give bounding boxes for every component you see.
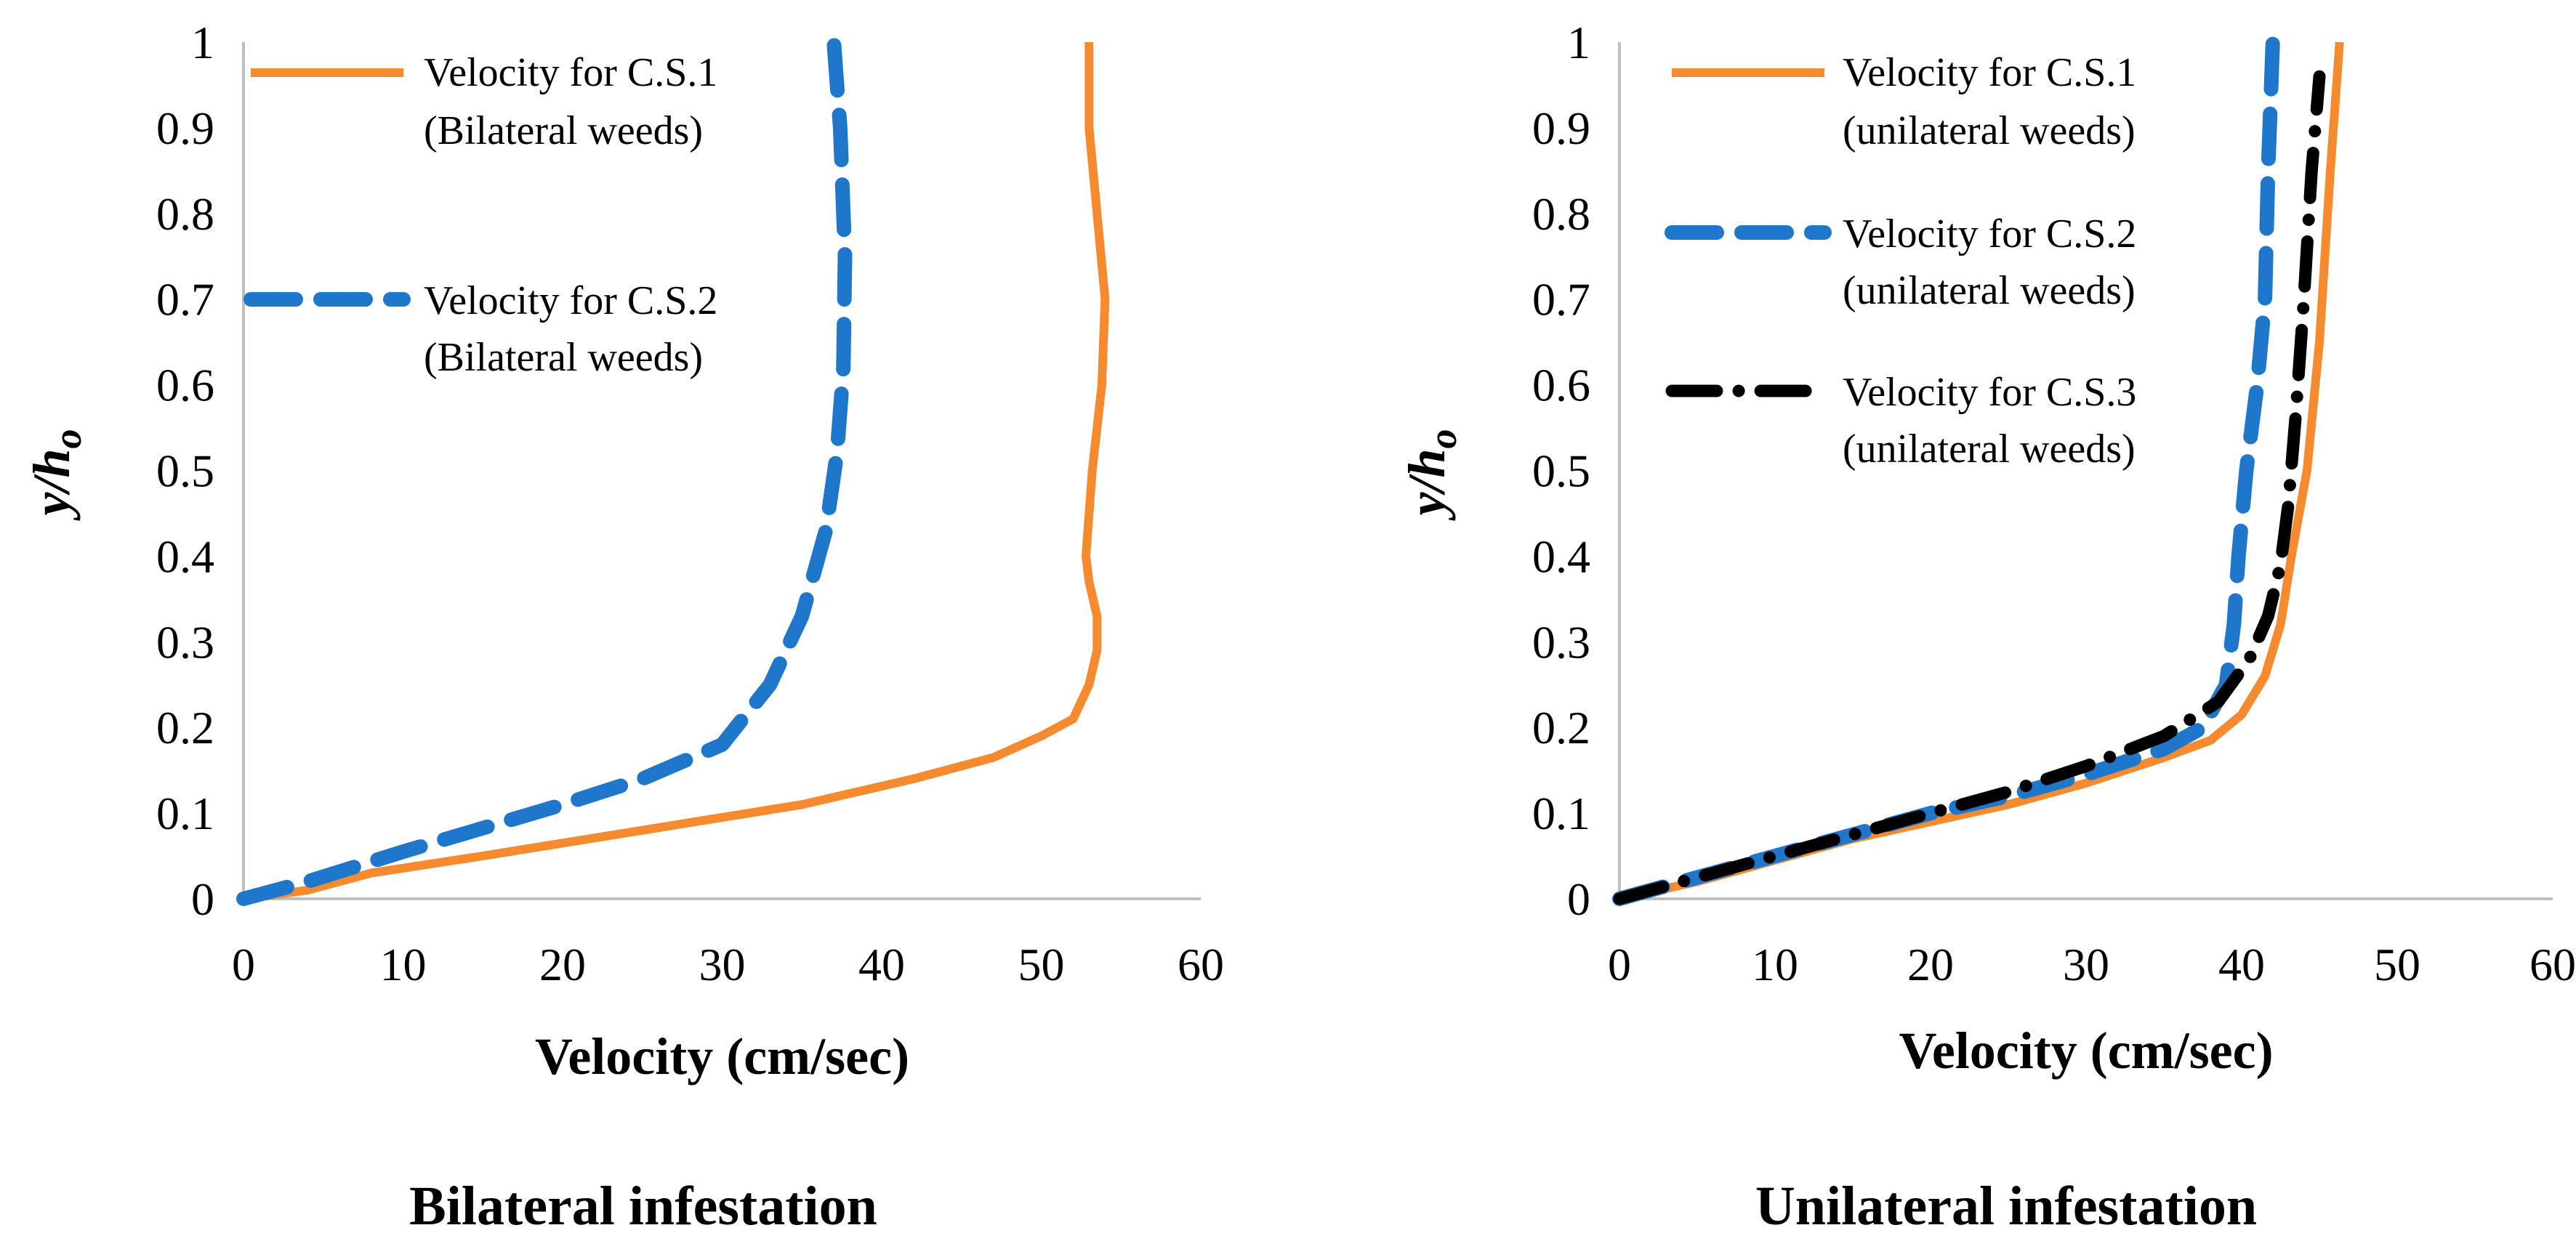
y-tick-label: 0.7 xyxy=(156,274,214,326)
series-line-cs1 xyxy=(243,42,1110,903)
series-line-cs3 xyxy=(1613,70,2326,905)
y-axis-title-main: y/h xyxy=(1398,448,1456,521)
x-tick-label: 40 xyxy=(858,939,905,990)
y-axis-title: y/ho xyxy=(23,429,89,521)
y-tick-label: 0.4 xyxy=(156,530,214,582)
y-tick-label: 0.4 xyxy=(1532,530,1590,582)
x-tick-label: 0 xyxy=(232,939,255,990)
legend-label-cs1: Velocity for C.S.1 xyxy=(1843,50,2136,95)
legend-sublabel-cs2: (Bilateral weeds) xyxy=(424,335,703,380)
x-tick-label: 30 xyxy=(2063,939,2109,990)
x-tick-label: 10 xyxy=(380,939,427,990)
legend-sublabel-cs1: (Bilateral weeds) xyxy=(424,108,703,153)
legend-label-cs1: Velocity for C.S.1 xyxy=(424,50,717,95)
legend-label-cs2: Velocity for C.S.2 xyxy=(424,278,717,323)
y-axis-title: y/ho xyxy=(1398,429,1465,521)
x-tick-label: 0 xyxy=(1608,939,1631,990)
y-tick-label: 0.2 xyxy=(1532,702,1590,753)
y-axis-title-subscript: o xyxy=(1421,429,1465,448)
y-tick-label: 1 xyxy=(1567,17,1590,68)
x-tick-label: 20 xyxy=(1907,939,1954,990)
legend-sublabel-cs2: (unilateral weeds) xyxy=(1843,268,2136,313)
y-tick-label: 0.3 xyxy=(1532,616,1590,668)
y-axis-title-main: y/h xyxy=(23,448,81,521)
x-tick-label: 40 xyxy=(2218,939,2265,990)
chart-2: 00.10.20.30.40.50.60.70.80.910 10 20 30 40 50… xyxy=(1398,17,2576,1237)
x-tick-label: 30 xyxy=(699,939,746,990)
y-axis-title-subscript: o xyxy=(46,429,89,448)
y-tick-label: 0.8 xyxy=(1532,188,1590,240)
legend-label-cs2: Velocity for C.S.2 xyxy=(1843,211,2136,256)
y-tick-label: 0.8 xyxy=(156,188,214,240)
y-tick-label: 0.2 xyxy=(156,702,214,753)
chart-caption: Bilateral infestation xyxy=(409,1176,877,1237)
y-tick-label: 0.7 xyxy=(1532,274,1590,326)
y-tick-label: 0.1 xyxy=(1532,788,1590,839)
y-tick-label: 0.5 xyxy=(1532,445,1590,497)
legend-sublabel-cs3: (unilateral weeds) xyxy=(1843,427,2136,472)
y-tick-label: 0.6 xyxy=(1532,360,1590,411)
x-axis-title: Velocity (cm/sec) xyxy=(1899,1022,2273,1080)
y-tick-label: 0.3 xyxy=(156,616,214,668)
y-tick-label: 0 xyxy=(191,873,214,925)
x-tick-label: 10 xyxy=(1752,939,1798,990)
legend-sublabel-cs1: (unilateral weeds) xyxy=(1843,108,2136,153)
y-tick-label: 0.6 xyxy=(156,360,214,411)
y-tick-label: 0.9 xyxy=(156,102,214,154)
chart-caption: Unilateral infestation xyxy=(1755,1176,2257,1237)
y-tick-label: 0.9 xyxy=(1532,102,1590,154)
y-tick-label: 0.1 xyxy=(156,788,214,839)
x-axis-title: Velocity (cm/sec) xyxy=(535,1027,909,1086)
x-tick-label: 50 xyxy=(1018,939,1065,990)
y-tick-label: 1 xyxy=(191,17,214,68)
x-tick-label: 60 xyxy=(2529,939,2576,990)
x-tick-label: 20 xyxy=(539,939,586,990)
legend-label-cs3: Velocity for C.S.3 xyxy=(1843,370,2136,415)
chart-1: 00.10.20.30.40.50.60.70.80.910 10 20 30 40 50… xyxy=(23,17,1224,1237)
series-line-cs2 xyxy=(236,35,853,906)
y-tick-label: 0.5 xyxy=(156,445,214,497)
y-tick-label: 0 xyxy=(1567,873,1590,925)
x-tick-label: 60 xyxy=(1178,939,1224,990)
x-tick-label: 50 xyxy=(2374,939,2420,990)
